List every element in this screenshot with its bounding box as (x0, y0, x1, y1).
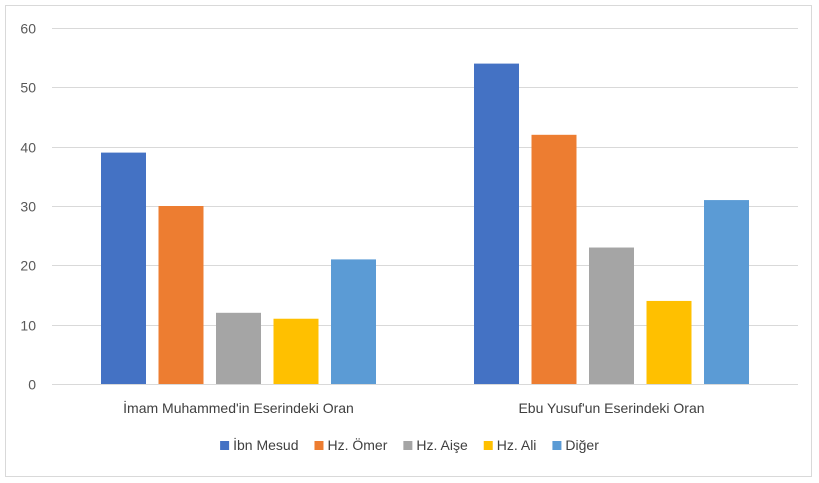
x-axis-labels: İmam Muhammed'in Eserindeki Oran Ebu Yusu… (123, 399, 704, 416)
y-tick-label: 10 (20, 318, 36, 334)
bar-1-cat-2 (474, 63, 519, 384)
bar-3-cat-2 (589, 247, 634, 384)
legend-swatch (403, 441, 413, 450)
legend-swatch (314, 441, 324, 450)
x-category-label: Ebu Yusuf'un Eserindeki Oran (518, 400, 704, 416)
y-tick-label: 40 (20, 140, 36, 156)
x-category-label: İmam Muhammed'in Eserindeki Oran (123, 399, 354, 416)
bar-1-cat-1 (101, 152, 146, 384)
legend-item-5: Diğer (552, 437, 599, 453)
legend-label: Diğer (565, 437, 599, 453)
y-tick-label: 50 (20, 80, 36, 96)
bar-3-cat-1 (216, 312, 261, 384)
y-tick-label: 60 (20, 21, 36, 37)
legend-label: Hz. Ali (497, 437, 537, 453)
legend-item-2: Hz. Ömer (314, 436, 388, 453)
legend-label: Hz. Aişe (416, 437, 468, 453)
bars (101, 63, 749, 384)
bar-5-cat-2 (704, 200, 749, 384)
bar-4-cat-2 (646, 300, 692, 384)
legend-item-3: Hz. Aişe (403, 437, 468, 453)
legend: İbn Mesud Hz. Ömer Hz. Aişe Hz. Ali Diğer (220, 436, 599, 453)
y-axis-ticks: 0 10 20 30 40 50 60 (20, 21, 36, 393)
bar-4-cat-1 (273, 318, 319, 384)
bar-2-cat-1 (158, 206, 204, 384)
bar-5-cat-1 (331, 259, 376, 384)
legend-item-4: Hz. Ali (483, 437, 537, 453)
legend-item-1: İbn Mesud (220, 436, 298, 453)
legend-swatch (220, 441, 230, 450)
legend-label: İbn Mesud (233, 436, 298, 453)
legend-swatch (483, 441, 493, 450)
y-tick-label: 30 (20, 199, 36, 215)
y-tick-label: 20 (20, 258, 36, 274)
legend-label: Hz. Ömer (327, 436, 387, 453)
bar-2-cat-2 (531, 134, 577, 384)
y-tick-label: 0 (28, 377, 36, 393)
legend-swatch (552, 441, 562, 450)
